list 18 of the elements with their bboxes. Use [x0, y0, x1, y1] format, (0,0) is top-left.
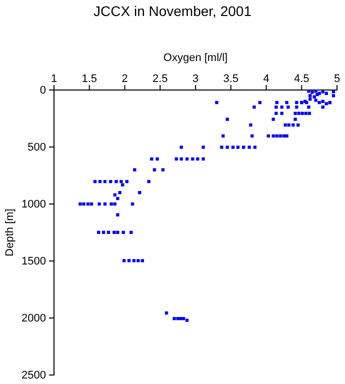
x-tick-label: 1	[50, 73, 58, 85]
x-axis-title: Oxygen [ml/l]	[163, 52, 228, 64]
x-tick-label: 4.5	[294, 73, 310, 85]
y-tick-label: 0	[40, 84, 46, 97]
x-tick-label: 3.5	[223, 73, 239, 85]
chart-title: JCCX in November, 2001	[94, 3, 252, 19]
y-tick-label: 1000	[22, 198, 46, 211]
x-tick-label: 2.5	[152, 73, 168, 85]
x-tick-label: 2	[122, 73, 128, 85]
y-axis-title: Depth [m]	[4, 208, 16, 256]
y-tick-label: 500	[28, 142, 46, 154]
x-tick-label: 5	[334, 73, 340, 85]
x-tick-label: 1.5	[82, 73, 98, 85]
y-tick-label: 2000	[22, 312, 46, 325]
y-tick-label: 2500	[22, 370, 46, 382]
x-tick-label: 3	[192, 73, 199, 85]
y-tick-label: 1500	[22, 256, 46, 268]
x-tick-label: 4	[263, 73, 270, 85]
